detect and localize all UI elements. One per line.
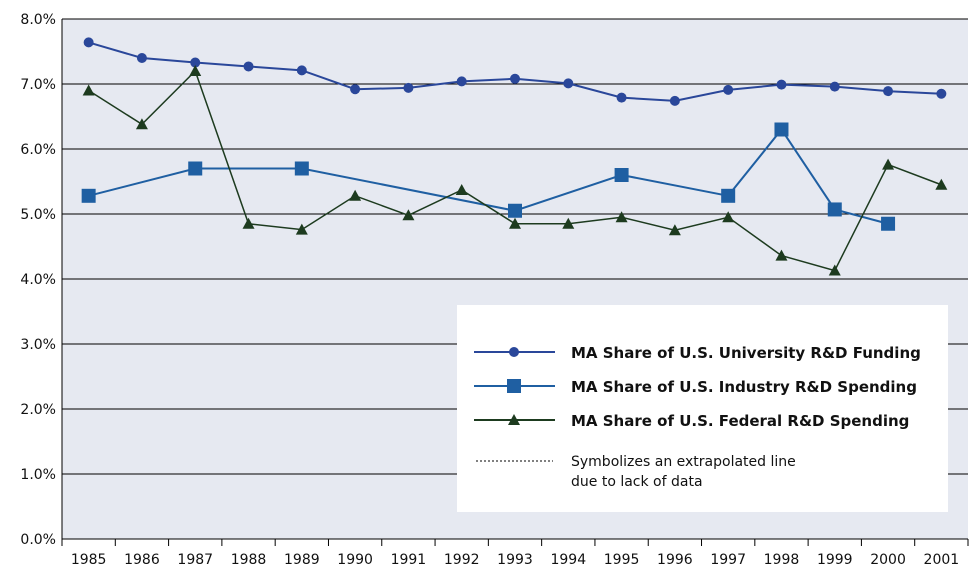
data-point bbox=[456, 76, 467, 87]
legend-marker bbox=[507, 379, 521, 393]
data-point bbox=[562, 217, 575, 229]
x-tick-label: 1996 bbox=[657, 552, 693, 568]
legend-marker bbox=[508, 414, 520, 425]
y-tick-label: 0.0% bbox=[20, 532, 56, 548]
data-point bbox=[936, 88, 947, 99]
data-point bbox=[510, 73, 520, 84]
data-point bbox=[668, 224, 681, 236]
data-point bbox=[509, 217, 521, 229]
data-point bbox=[615, 211, 628, 223]
x-tick-label: 1998 bbox=[764, 552, 800, 568]
x-tick-label: 1987 bbox=[177, 552, 213, 568]
data-point bbox=[935, 178, 948, 190]
data-point bbox=[616, 92, 627, 103]
y-tick-label: 1.0% bbox=[20, 467, 56, 483]
y-tick-label: 4.0% bbox=[20, 272, 56, 288]
data-point bbox=[774, 122, 789, 137]
y-tick-label: 8.0% bbox=[20, 12, 56, 28]
y-tick-label: 7.0% bbox=[20, 77, 56, 93]
data-point bbox=[883, 86, 894, 97]
data-point bbox=[188, 161, 203, 176]
data-point bbox=[83, 37, 94, 48]
data-point bbox=[828, 264, 841, 276]
y-tick-label: 6.0% bbox=[20, 142, 56, 158]
data-point bbox=[882, 158, 895, 170]
data-point bbox=[243, 61, 254, 72]
legend-note: Symbolizes an extrapolated line bbox=[571, 454, 796, 470]
data-point bbox=[189, 65, 202, 76]
data-point bbox=[721, 188, 736, 203]
data-point bbox=[827, 202, 842, 217]
legend: MA Share of U.S. University R&D Funding M… bbox=[457, 305, 948, 512]
x-tick-label: 1994 bbox=[550, 552, 586, 568]
data-point bbox=[82, 84, 95, 96]
data-point bbox=[455, 183, 468, 195]
data-point bbox=[775, 249, 788, 261]
legend-label: MA Share of U.S. Industry R&D Spending bbox=[571, 378, 917, 396]
data-point bbox=[294, 161, 309, 176]
data-point bbox=[563, 78, 574, 89]
legend-marker bbox=[509, 347, 519, 357]
data-point bbox=[190, 57, 201, 68]
legend-note: due to lack of data bbox=[571, 474, 703, 490]
x-tick-label: 1990 bbox=[337, 552, 373, 568]
data-point bbox=[829, 81, 840, 92]
data-point bbox=[508, 203, 522, 218]
legend-box bbox=[457, 305, 948, 512]
data-point bbox=[349, 189, 362, 201]
x-tick-label: 1991 bbox=[391, 552, 427, 568]
data-point bbox=[776, 79, 787, 90]
y-tick-label: 3.0% bbox=[20, 337, 56, 353]
y-tick-label: 5.0% bbox=[20, 207, 56, 223]
data-point bbox=[242, 217, 255, 229]
data-point bbox=[669, 95, 680, 106]
data-point bbox=[296, 65, 307, 76]
x-tick-label: 2000 bbox=[870, 552, 906, 568]
x-tick-label: 2001 bbox=[924, 552, 960, 568]
legend-label: MA Share of U.S. University R&D Funding bbox=[571, 344, 921, 362]
x-tick-label: 1992 bbox=[444, 552, 480, 568]
legend-label: MA Share of U.S. Federal R&D Spending bbox=[571, 412, 909, 430]
data-point bbox=[723, 84, 734, 95]
data-point bbox=[135, 118, 148, 130]
data-point bbox=[350, 84, 361, 95]
x-tick-label: 1986 bbox=[124, 552, 160, 568]
x-tick-label: 1999 bbox=[817, 552, 853, 568]
data-point bbox=[402, 209, 415, 221]
x-tick-label: 1993 bbox=[497, 552, 533, 568]
data-point bbox=[403, 82, 414, 93]
data-point bbox=[81, 188, 96, 203]
x-tick-label: 1997 bbox=[710, 552, 746, 568]
x-tick-label: 1985 bbox=[71, 552, 107, 568]
data-point bbox=[722, 211, 735, 223]
data-point bbox=[881, 216, 896, 231]
data-point bbox=[295, 223, 308, 235]
y-tick-label: 2.0% bbox=[20, 402, 56, 418]
x-tick-label: 1995 bbox=[604, 552, 640, 568]
x-tick-label: 1988 bbox=[231, 552, 267, 568]
data-point bbox=[136, 53, 147, 63]
x-tick-label: 1989 bbox=[284, 552, 320, 568]
data-point bbox=[614, 168, 629, 182]
